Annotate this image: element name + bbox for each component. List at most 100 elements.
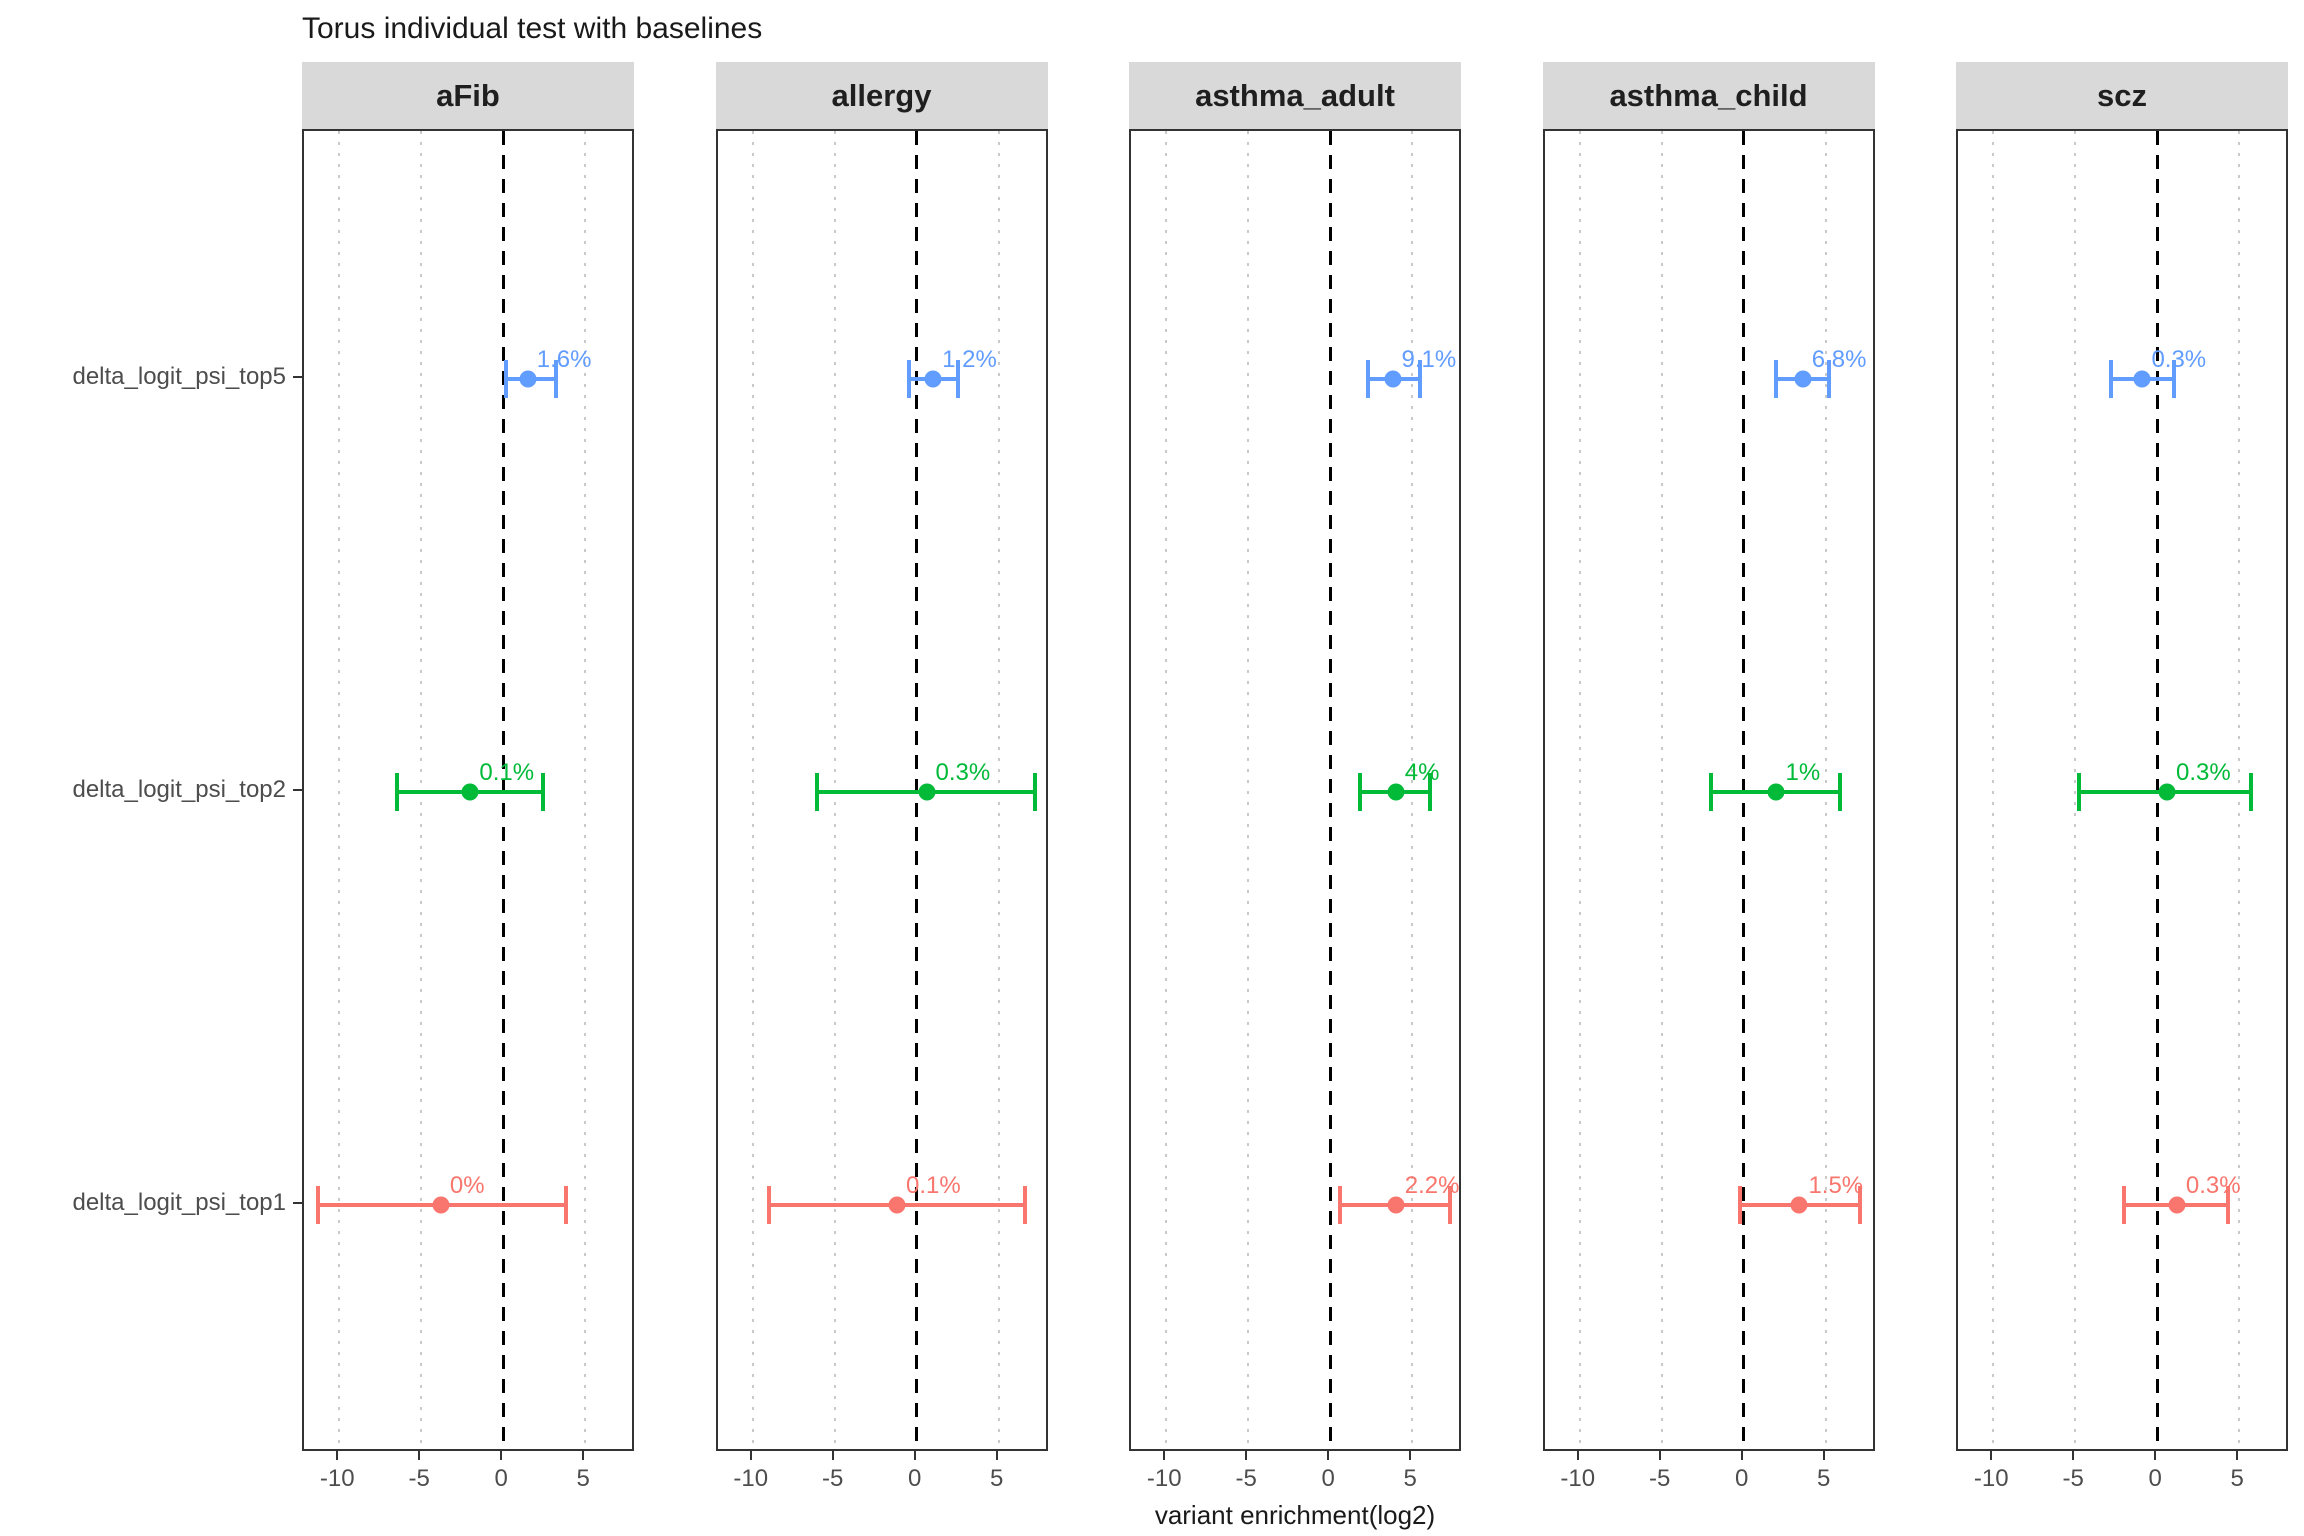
errorbar-cap xyxy=(814,773,819,811)
gridline-dotted xyxy=(1992,131,1995,1449)
x-axis-tick xyxy=(1576,1451,1579,1460)
errorbar-cap xyxy=(315,1186,320,1225)
x-axis-tick xyxy=(500,1451,503,1460)
point-estimate-dot xyxy=(1794,370,1812,388)
facet-strip: scz xyxy=(1956,62,2288,129)
errorbar-cap xyxy=(1738,1186,1743,1225)
facet-strip-label: allergy xyxy=(831,77,932,113)
errorbar-cap xyxy=(2225,1186,2230,1225)
errorbar-cap xyxy=(2109,359,2114,398)
point-percentage-label: 9.1% xyxy=(1401,345,1457,373)
x-axis-tick xyxy=(1822,1451,1825,1460)
errorbar-cap xyxy=(553,359,558,398)
point-percentage-label: 0.1% xyxy=(479,759,535,786)
point-estimate-dot xyxy=(888,1196,906,1214)
zero-reference-line xyxy=(1328,131,1332,1449)
point-estimate-dot xyxy=(2168,1196,2186,1214)
point-estimate-dot xyxy=(918,783,936,801)
x-axis-tick xyxy=(1163,1451,1166,1460)
x-axis-tick-label: -10 xyxy=(1560,1465,1596,1492)
point-estimate-dot xyxy=(924,370,942,388)
facet-strip-label: scz xyxy=(2097,77,2147,113)
gridline-dotted xyxy=(584,131,587,1449)
gridline-dotted xyxy=(1578,131,1581,1449)
point-estimate-dot xyxy=(1790,1196,1808,1214)
x-axis-tick xyxy=(582,1451,585,1460)
point-percentage-label: 0.3% xyxy=(2151,345,2207,373)
point-estimate-dot xyxy=(1387,783,1405,801)
x-axis-tick-label: -10 xyxy=(319,1465,355,1492)
x-axis-tick-label: 0 xyxy=(908,1465,922,1492)
x-axis-tick xyxy=(1658,1451,1661,1460)
facet-strip-label: aFib xyxy=(436,77,500,113)
x-axis-title: variant enrichment(log2) xyxy=(1154,1500,1436,1530)
gridline-dotted xyxy=(338,131,341,1449)
x-axis-tick xyxy=(2154,1451,2157,1460)
x-axis-tick-label: -5 xyxy=(2062,1465,2084,1492)
x-axis-tick-label: 5 xyxy=(1403,1465,1417,1492)
x-axis-tick-label: -10 xyxy=(1146,1465,1182,1492)
errorbar-cap xyxy=(1838,773,1843,811)
point-estimate-dot xyxy=(1387,1196,1405,1214)
point-percentage-label: 2.2% xyxy=(1404,1172,1460,1200)
x-axis-tick-label: 0 xyxy=(1735,1465,1749,1492)
errorbar-cap xyxy=(540,773,545,811)
x-axis-tick-label: 0 xyxy=(494,1465,508,1492)
point-percentage-label: 0% xyxy=(449,1172,485,1200)
x-axis-tick xyxy=(913,1451,916,1460)
errorbar-cap xyxy=(2076,773,2081,811)
errorbar-cap xyxy=(1032,773,1037,811)
point-estimate-dot xyxy=(2158,783,2176,801)
errorbar-cap xyxy=(906,359,911,398)
x-axis-tick-label: -5 xyxy=(1649,1465,1671,1492)
facet-strip-label: asthma_child xyxy=(1609,77,1808,113)
point-estimate-dot xyxy=(519,370,537,388)
errorbar-cap xyxy=(1022,1186,1027,1225)
x-axis-tick-label: 5 xyxy=(989,1465,1004,1492)
point-estimate-dot xyxy=(432,1196,450,1214)
x-axis-tick-label: -10 xyxy=(733,1465,769,1492)
facet-strip-label: asthma_adult xyxy=(1195,77,1395,113)
errorbar-cap xyxy=(1774,359,1779,398)
point-percentage-label: 1.2% xyxy=(942,345,997,373)
errorbar-cap xyxy=(2248,773,2253,811)
errorbar-cap xyxy=(394,773,399,811)
x-axis-tick-label: -10 xyxy=(1973,1465,2009,1492)
facet-panel: 9.1% 4% 2.2% xyxy=(1129,129,1461,1451)
x-axis-tick-label: 5 xyxy=(2230,1465,2244,1492)
x-axis-tick xyxy=(1740,1451,1743,1460)
point-percentage-label: 0.3% xyxy=(935,759,991,786)
point-estimate-dot xyxy=(1384,370,1401,388)
y-axis-tick xyxy=(293,375,302,378)
y-axis-category-label: delta_logit_psi_top2 xyxy=(72,776,286,803)
x-axis-tick-label: 5 xyxy=(576,1465,590,1492)
x-axis-tick-label: 0 xyxy=(2148,1465,2162,1492)
point-estimate-dot xyxy=(2133,370,2151,388)
x-axis-tick xyxy=(2072,1451,2075,1460)
facet-strip: asthma_child xyxy=(1542,62,1875,129)
gridline-dotted xyxy=(751,131,754,1449)
errorbar-cap xyxy=(1357,773,1362,811)
point-percentage-label: 1.6% xyxy=(536,345,592,373)
x-axis-tick xyxy=(1245,1451,1248,1460)
x-axis-tick xyxy=(995,1451,998,1460)
gridline-dotted xyxy=(1247,131,1250,1449)
x-axis-tick xyxy=(2236,1451,2239,1460)
errorbar-cap xyxy=(1338,1186,1343,1225)
errorbar-cap xyxy=(563,1186,568,1225)
facet-panel: 1.6% 0.1% 0% xyxy=(302,129,634,1451)
errorbar-cap xyxy=(2171,359,2176,398)
facet-strip: allergy xyxy=(715,62,1048,129)
y-axis-category-label: delta_logit_psi_top5 xyxy=(72,362,286,390)
errorbar-cap xyxy=(1858,1186,1863,1225)
y-axis-tick xyxy=(293,789,302,791)
point-estimate-dot xyxy=(1767,783,1785,801)
errorbar-cap xyxy=(1418,359,1423,398)
x-axis-tick xyxy=(749,1451,752,1460)
gridline-dotted xyxy=(1165,131,1168,1449)
x-axis-tick-label: -5 xyxy=(408,1465,430,1492)
facet-strip: asthma_adult xyxy=(1129,62,1461,129)
point-percentage-label: 0.3% xyxy=(2176,759,2231,786)
errorbar-cap xyxy=(1365,359,1370,398)
